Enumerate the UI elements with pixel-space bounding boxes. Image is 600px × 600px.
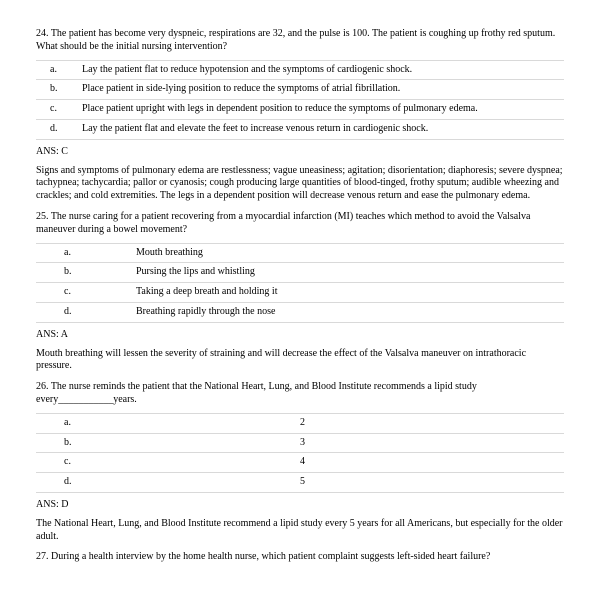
option-letter: d. bbox=[36, 302, 100, 322]
q25-answer: ANS: A bbox=[36, 329, 564, 342]
q27-stem: 27. During a health interview by the hom… bbox=[36, 551, 564, 564]
option-text: Place patient in side-lying position to … bbox=[76, 80, 564, 100]
q26-options-table: a. 2 b. 3 c. 4 d. 5 bbox=[36, 413, 564, 493]
option-letter: a. bbox=[36, 413, 300, 433]
q24-answer: ANS: C bbox=[36, 146, 564, 159]
table-row: a. 2 bbox=[36, 413, 564, 433]
option-letter: a. bbox=[36, 60, 76, 80]
option-letter: c. bbox=[36, 453, 300, 473]
option-letter: b. bbox=[36, 263, 100, 283]
option-text: Taking a deep breath and holding it bbox=[100, 283, 564, 303]
q26-stem-text: The nurse reminds the patient that the N… bbox=[36, 381, 477, 405]
q26-number: 26. bbox=[36, 381, 49, 392]
option-letter: b. bbox=[36, 80, 76, 100]
q26-rationale: The National Heart, Lung, and Blood Inst… bbox=[36, 518, 564, 544]
option-text: Breathing rapidly through the nose bbox=[100, 302, 564, 322]
q27-stem-text: During a health interview by the home he… bbox=[51, 551, 490, 562]
option-value: 5 bbox=[300, 473, 564, 493]
option-value: 2 bbox=[300, 413, 564, 433]
option-letter: a. bbox=[36, 243, 100, 263]
option-letter: d. bbox=[36, 119, 76, 139]
q25-stem: 25. The nurse caring for a patient recov… bbox=[36, 211, 564, 237]
table-row: b. 3 bbox=[36, 433, 564, 453]
q26-answer: ANS: D bbox=[36, 499, 564, 512]
table-row: c. Place patient upright with legs in de… bbox=[36, 100, 564, 120]
q25-rationale: Mouth breathing will lessen the severity… bbox=[36, 348, 564, 374]
option-text: Lay the patient flat to reduce hypotensi… bbox=[76, 60, 564, 80]
q25-options-table: a. Mouth breathing b. Pursing the lips a… bbox=[36, 243, 564, 323]
table-row: a. Mouth breathing bbox=[36, 243, 564, 263]
q24-number: 24. bbox=[36, 28, 49, 39]
table-row: c. Taking a deep breath and holding it bbox=[36, 283, 564, 303]
q24-rationale: Signs and symptoms of pulmonary edema ar… bbox=[36, 165, 564, 203]
table-row: c. 4 bbox=[36, 453, 564, 473]
table-row: a. Lay the patient flat to reduce hypote… bbox=[36, 60, 564, 80]
option-letter: c. bbox=[36, 283, 100, 303]
q26-stem: 26. The nurse reminds the patient that t… bbox=[36, 381, 564, 407]
q24-stem: 24. The patient has become very dyspneic… bbox=[36, 28, 564, 54]
q24-stem-text: The patient has become very dyspneic, re… bbox=[36, 28, 555, 52]
option-text: Mouth breathing bbox=[100, 243, 564, 263]
option-letter: b. bbox=[36, 433, 300, 453]
q25-stem-text: The nurse caring for a patient recoverin… bbox=[36, 211, 530, 235]
q27-number: 27. bbox=[36, 551, 49, 562]
option-value: 4 bbox=[300, 453, 564, 473]
table-row: d. 5 bbox=[36, 473, 564, 493]
option-text: Place patient upright with legs in depen… bbox=[76, 100, 564, 120]
table-row: d. Lay the patient flat and elevate the … bbox=[36, 119, 564, 139]
option-value: 3 bbox=[300, 433, 564, 453]
option-text: Pursing the lips and whistling bbox=[100, 263, 564, 283]
option-text: Lay the patient flat and elevate the fee… bbox=[76, 119, 564, 139]
table-row: b. Place patient in side-lying position … bbox=[36, 80, 564, 100]
table-row: d. Breathing rapidly through the nose bbox=[36, 302, 564, 322]
q25-number: 25. bbox=[36, 211, 49, 222]
option-letter: d. bbox=[36, 473, 300, 493]
table-row: b. Pursing the lips and whistling bbox=[36, 263, 564, 283]
q24-options-table: a. Lay the patient flat to reduce hypote… bbox=[36, 60, 564, 140]
option-letter: c. bbox=[36, 100, 76, 120]
